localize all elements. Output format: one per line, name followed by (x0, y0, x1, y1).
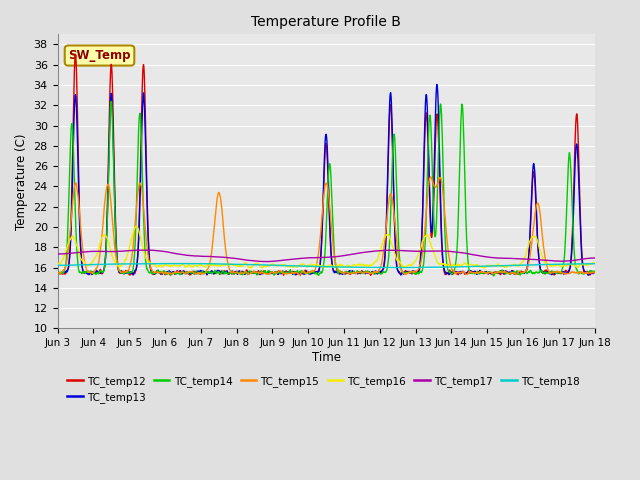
X-axis label: Time: Time (312, 351, 340, 364)
Legend: TC_temp12, TC_temp13, TC_temp14, TC_temp15, TC_temp16, TC_temp17, TC_temp18: TC_temp12, TC_temp13, TC_temp14, TC_temp… (63, 372, 584, 407)
Y-axis label: Temperature (C): Temperature (C) (15, 133, 28, 229)
Text: SW_Temp: SW_Temp (68, 49, 131, 62)
Title: Temperature Profile B: Temperature Profile B (251, 15, 401, 29)
